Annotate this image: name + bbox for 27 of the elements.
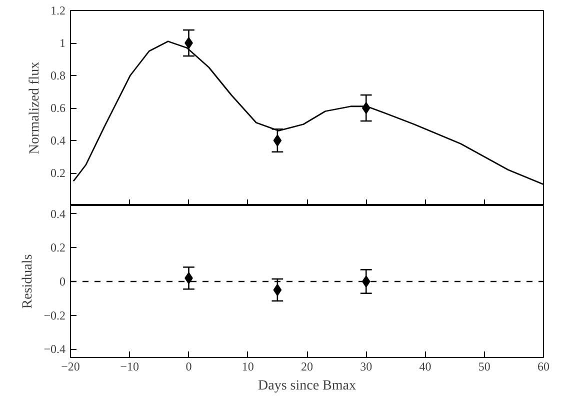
y-tick-label: −0.4 bbox=[44, 342, 66, 356]
y-tick-label: 0.4 bbox=[50, 206, 66, 221]
point bbox=[273, 134, 282, 146]
x-tick-label: 10 bbox=[242, 360, 254, 374]
y-tick-label: 0.8 bbox=[50, 68, 66, 82]
x-tick-label: −20 bbox=[61, 360, 80, 374]
x-tick-label: 40 bbox=[419, 360, 432, 374]
y-tick-label: 1 bbox=[60, 36, 66, 50]
x-axis-title: Days since Bmax bbox=[258, 378, 356, 394]
point bbox=[184, 37, 193, 49]
x-tick-label: 50 bbox=[478, 360, 490, 374]
y-tick-label: 0.2 bbox=[50, 240, 66, 255]
y-tick-label: 0.4 bbox=[50, 134, 66, 148]
y-tick-label: 0.2 bbox=[50, 166, 66, 180]
x-tick-label: 60 bbox=[538, 360, 550, 374]
x-tick-label: 0 bbox=[186, 360, 192, 374]
point bbox=[273, 284, 282, 296]
y-axis-title: Residuals bbox=[20, 254, 36, 309]
point bbox=[362, 276, 370, 288]
x-tick-label: −10 bbox=[120, 360, 140, 374]
y-tick-label: 1.2 bbox=[50, 4, 66, 18]
y-axis-title: Normalized flux bbox=[28, 62, 42, 154]
x-tick-label: 20 bbox=[301, 360, 313, 374]
y-tick-label: 0.6 bbox=[50, 101, 66, 115]
y-tick-label: 0 bbox=[60, 274, 66, 288]
x-tick-label: 30 bbox=[360, 360, 372, 374]
y-tick-label: −0.2 bbox=[44, 308, 66, 322]
